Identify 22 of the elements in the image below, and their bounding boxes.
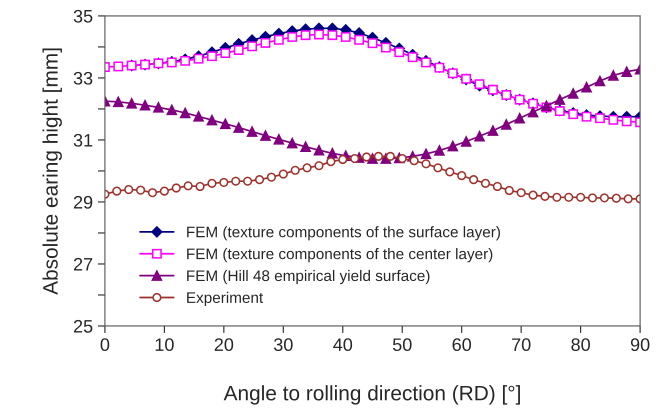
- y-tick-label: 35: [74, 10, 92, 23]
- x-tick-label: 0: [100, 338, 110, 352]
- x-tick-label: 70: [512, 338, 531, 352]
- x-tick-label: 80: [571, 338, 590, 352]
- legend-label: FEM (texture components of the center layer): [187, 248, 492, 262]
- x-tick-label: 10: [156, 338, 174, 352]
- y-tick-label: 31: [74, 134, 92, 147]
- legend-label: Experiment: [187, 292, 264, 306]
- x-tick-label: 20: [214, 338, 234, 352]
- legend-label: FEM (Hill 48 empirical yield surface): [187, 270, 430, 284]
- y-tick-label: 27: [74, 258, 92, 271]
- y-tick-label: 33: [74, 72, 92, 85]
- y-axis-title: Absolute earing hight [mm]: [42, 48, 62, 295]
- x-axis-title: Angle to rolling direction (RD) [°]: [224, 385, 520, 405]
- x-tick-label: 60: [452, 338, 472, 352]
- y-tick-label: 25: [74, 320, 92, 333]
- legend-label: FEM (texture components of the surface layer): [187, 226, 500, 240]
- y-tick-label: 29: [74, 196, 92, 209]
- x-tick-label: 90: [630, 338, 650, 352]
- x-tick-label: 30: [274, 338, 293, 352]
- x-tick-label: 40: [333, 338, 352, 352]
- x-tick-label: 50: [392, 338, 412, 352]
